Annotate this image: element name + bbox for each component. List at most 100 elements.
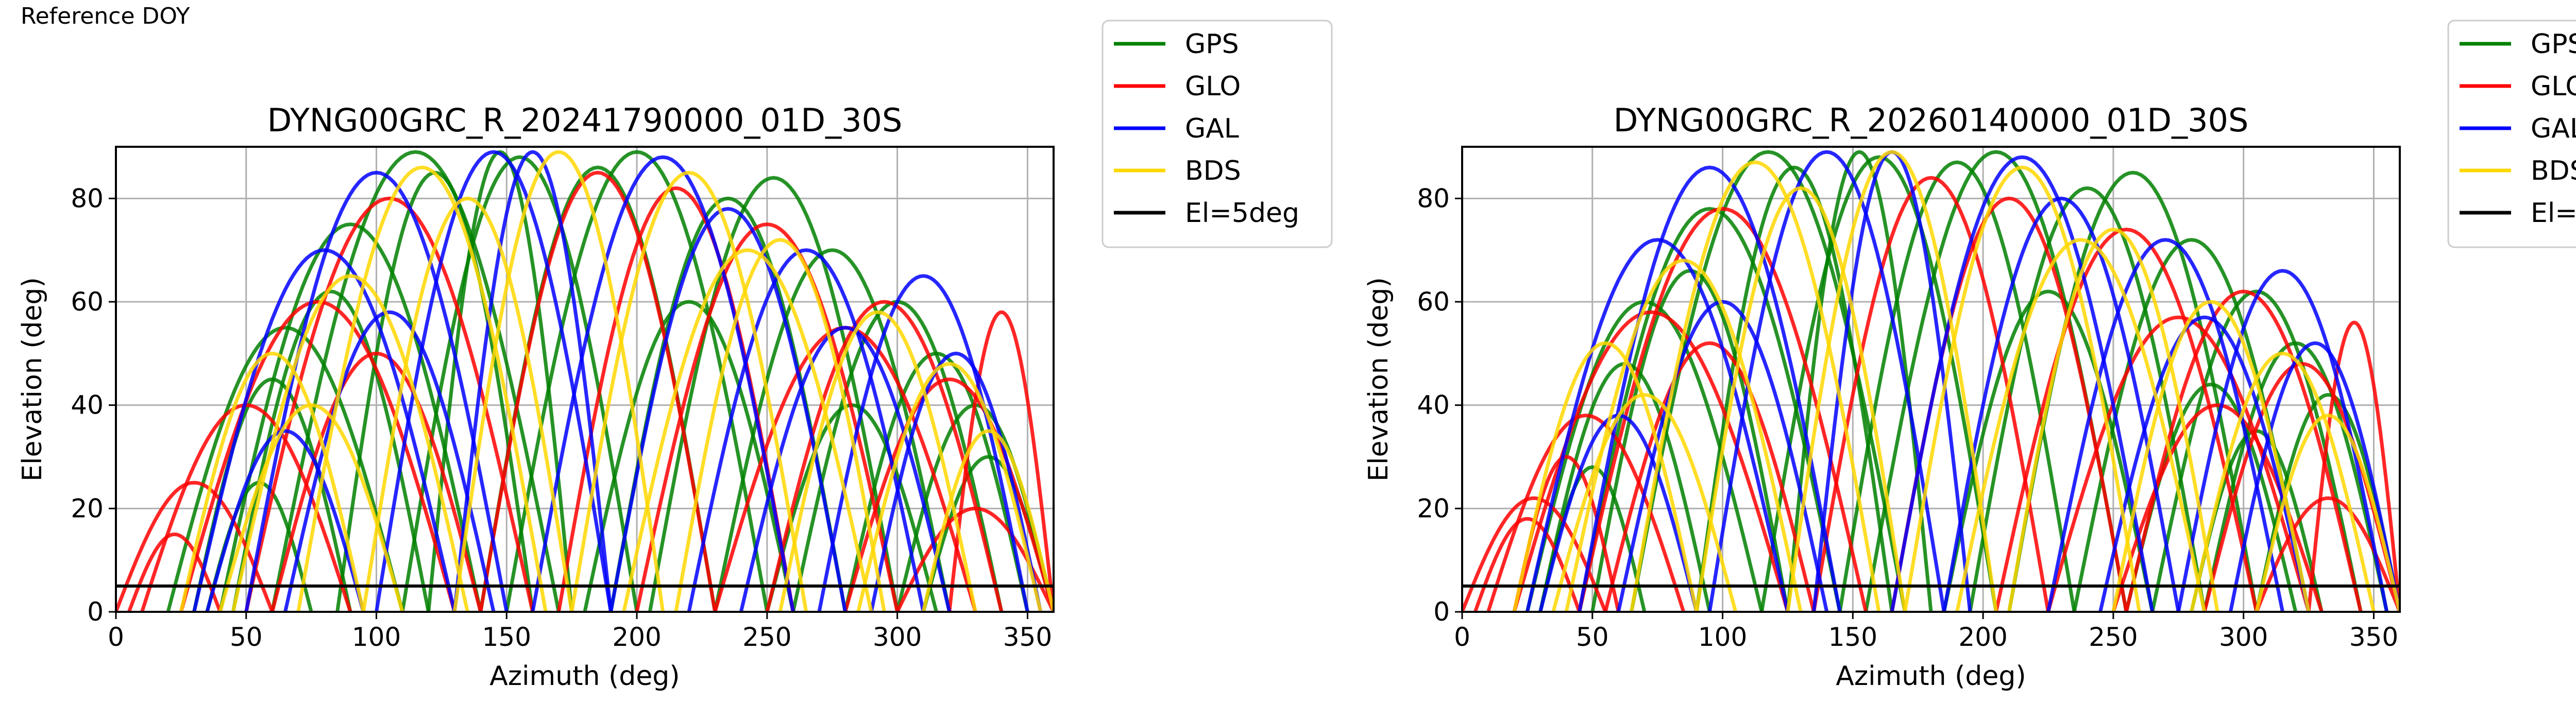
x-tick-label: 350 <box>2349 622 2398 652</box>
satellite-track-gal <box>1525 238 1790 612</box>
y-tick-label: 40 <box>71 390 104 420</box>
satellite-track-gal <box>609 207 848 612</box>
y-axis-label: Elevation (deg) <box>17 277 48 482</box>
x-tick-label: 0 <box>108 622 124 652</box>
y-tick-label: 0 <box>87 597 104 627</box>
legend-label: GPS <box>1185 29 1239 60</box>
satellite-track-gps <box>1694 165 1894 612</box>
legend-label: GAL <box>1185 113 1239 144</box>
satellite-track-gps <box>713 248 952 612</box>
satellite-track-bds <box>218 403 404 612</box>
legend-label: GAL <box>2531 113 2576 144</box>
satellite-track-gps <box>218 222 483 612</box>
y-axis-label: Elevation (deg) <box>1363 277 1394 482</box>
satellite-track-gal <box>2098 315 2311 612</box>
satellite-track-glo <box>765 300 1004 612</box>
x-tick-label: 100 <box>352 622 401 652</box>
satellite-track-gal <box>205 429 365 612</box>
satellite-track-glo <box>1486 414 1686 612</box>
satellite-track-bds <box>778 310 977 612</box>
satellite-track-glo <box>270 351 483 612</box>
x-tick-label: 150 <box>482 622 531 652</box>
satellite-track-gps <box>2202 341 2389 612</box>
y-tick-label: 80 <box>1417 183 1450 213</box>
legend-box <box>1101 20 1333 248</box>
x-axis-label: Azimuth (deg) <box>1836 661 2026 692</box>
chart-title: DYNG00GRC_R_20241790000_01D_30S <box>267 101 903 139</box>
chart-1: 0 50 100 150 200 250 300 350 0 20 40 60 80 DYNG00GRC_… <box>17 20 1333 692</box>
x-tick-label: 350 <box>1003 622 1052 652</box>
satellite-track-glo <box>1603 341 1816 612</box>
legend-label: GLO <box>2531 71 2576 102</box>
satellite-track-gps <box>843 351 1029 612</box>
satellite-track-bds <box>622 248 873 612</box>
legend-box <box>2447 20 2576 248</box>
series-bds <box>1512 150 2400 612</box>
satellite-track-bds <box>2255 414 2400 612</box>
axes-frame <box>1461 146 2401 613</box>
satellite-track-gps <box>583 300 795 612</box>
satellite-track-gps <box>400 155 639 612</box>
satellite-track-glo <box>1473 517 1581 612</box>
x-tick-label: 150 <box>1828 622 1877 652</box>
satellite-track-bds <box>179 351 365 612</box>
chart-title: DYNG00GRC_R_20260140000_01D_30S <box>1614 101 2249 139</box>
x-tick-label: 0 <box>1454 622 1470 652</box>
satellite-track-gal <box>2046 238 2284 612</box>
x-tick-label: 200 <box>1958 622 2007 652</box>
satellite-track-glo <box>635 222 900 612</box>
legend: GPS GLO GAL BDS El=5deg <box>1101 20 1333 248</box>
satellite-track-bds <box>674 238 886 612</box>
y-tick-label: 40 <box>1417 390 1450 420</box>
satellite-track-gal <box>2228 341 2400 612</box>
satellite-track-gal <box>739 325 952 612</box>
satellite-track-gal <box>1942 196 2180 612</box>
satellite-track-glo <box>1812 176 2050 612</box>
series-bds <box>179 150 1054 612</box>
satellite-track-gps <box>1942 289 2155 612</box>
satellite-track-gps <box>2150 289 2363 612</box>
legend-label: BDS <box>2531 156 2576 186</box>
satellite-track-glo <box>179 300 456 612</box>
satellite-track-bds <box>1564 259 1803 612</box>
x-tick-label: 100 <box>1698 622 1747 652</box>
satellite-track-gal <box>531 155 795 612</box>
legend: GPS GLO GAL BDS El=5deg <box>2447 20 2576 248</box>
satellite-track-gal <box>375 150 613 612</box>
satellite-track-gps <box>504 150 769 612</box>
satellite-track-bds <box>1786 150 1998 612</box>
axes-frame <box>115 146 1055 613</box>
legend-label: El=5deg <box>1185 198 1299 229</box>
legend-label: GLO <box>1185 71 1241 102</box>
x-tick-label: 50 <box>230 622 263 652</box>
satellite-track-glo <box>947 310 1054 612</box>
satellite-track-glo <box>1994 227 2259 612</box>
satellite-track-gal <box>244 170 509 612</box>
y-tick-label: 60 <box>71 287 104 317</box>
y-tick-label: 0 <box>1433 597 1450 627</box>
satellite-track-gal <box>1578 165 1842 612</box>
satellite-track-bds <box>1512 341 1699 612</box>
satellite-track-bds <box>570 170 808 612</box>
satellite-track-gal <box>192 248 456 612</box>
legend-label: El=5deg <box>2531 198 2576 229</box>
y-tick-label: 20 <box>71 493 104 523</box>
x-tick-label: 300 <box>2219 622 2268 652</box>
satellite-track-glo <box>2124 289 2363 612</box>
satellite-track-bds <box>2190 351 2376 612</box>
satellite-track-bds <box>1903 165 2141 612</box>
satellite-track-glo <box>2307 320 2400 612</box>
satellite-track-bds <box>361 196 574 612</box>
satellite-track-gps <box>166 325 404 612</box>
satellite-track-bds <box>1694 186 1907 612</box>
satellite-track-glo <box>2046 315 2311 612</box>
satellite-track-gal <box>1616 300 1829 612</box>
x-tick-label: 250 <box>2089 622 2138 652</box>
legend-label: GPS <box>2531 29 2576 60</box>
x-axis-label: Azimuth (deg) <box>489 661 680 692</box>
satellite-track-gal <box>452 150 613 612</box>
satellite-track-bds <box>296 165 548 612</box>
series-gps <box>1525 150 2400 612</box>
legend-label: BDS <box>1185 156 1241 186</box>
